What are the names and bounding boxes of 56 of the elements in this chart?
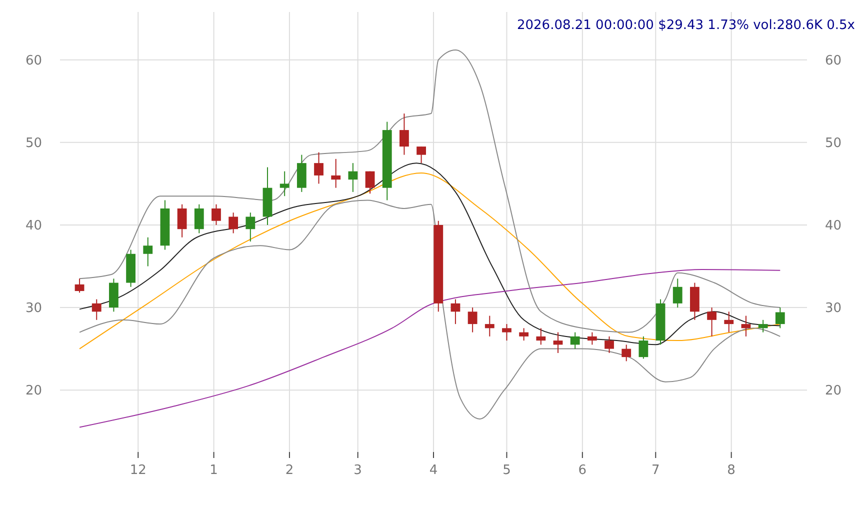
y-tick-label: 60	[25, 53, 42, 68]
candlestick	[758, 319, 768, 333]
y-tick-label: 30	[25, 301, 42, 316]
candlestick	[502, 324, 512, 342]
candlestick	[365, 170, 375, 194]
candlestick	[775, 307, 785, 329]
candlestick	[741, 315, 751, 337]
candlestick	[92, 298, 102, 320]
y2-tick-label: 20	[825, 384, 842, 399]
candlestick	[519, 328, 529, 342]
candlestick	[194, 204, 204, 234]
candlestick	[468, 307, 478, 333]
x-tick-label: 4	[429, 463, 438, 478]
candlestick	[331, 158, 341, 188]
candlestick	[143, 236, 153, 267]
y-tick-label: 20	[25, 384, 42, 399]
candlestick	[622, 344, 632, 362]
candlestick	[638, 336, 648, 360]
line-series	[79, 200, 781, 420]
x-tick-label: 3	[354, 463, 362, 478]
y2-tick-label: 60	[825, 53, 842, 68]
candlestick	[74, 278, 84, 294]
candlestick	[450, 298, 460, 325]
candlestick	[604, 336, 614, 354]
candlestick	[416, 146, 426, 164]
candlestick	[553, 332, 563, 354]
candlestick	[280, 170, 290, 197]
candlestick	[707, 307, 716, 337]
candlestick	[228, 212, 238, 234]
x-tick-label: 7	[652, 463, 660, 478]
x-tick-label: 12	[130, 463, 146, 478]
x-tick-label: 6	[578, 463, 587, 478]
x-tick-label: 8	[727, 463, 736, 478]
candlestick	[672, 278, 682, 308]
candlestick	[246, 212, 256, 242]
candlestick	[348, 162, 358, 192]
candlestick	[570, 332, 580, 350]
candlestick	[177, 204, 187, 238]
y2-tick-label: 40	[825, 218, 842, 234]
candlestick	[400, 113, 409, 156]
candlestick	[724, 311, 734, 333]
y2-tick-label: 30	[825, 301, 842, 316]
line-series	[79, 269, 781, 428]
x-tick-label: 2	[285, 463, 294, 478]
candlestick	[212, 204, 221, 226]
line-series	[79, 49, 781, 333]
y-tick-label: 40	[25, 218, 42, 234]
x-tick-label: 1	[210, 463, 218, 478]
text: 2026.08.21 00:00:00 $29.43 1.73% vol:280.6K 0.5x	[516, 18, 856, 33]
candlestick	[587, 332, 597, 346]
candlestick	[484, 315, 494, 337]
candlestick	[314, 152, 324, 184]
y2-tick-label: 50	[825, 136, 842, 151]
y-tick-label: 50	[25, 136, 42, 151]
candlestick	[536, 328, 546, 346]
x-tick-label: 5	[502, 463, 511, 478]
